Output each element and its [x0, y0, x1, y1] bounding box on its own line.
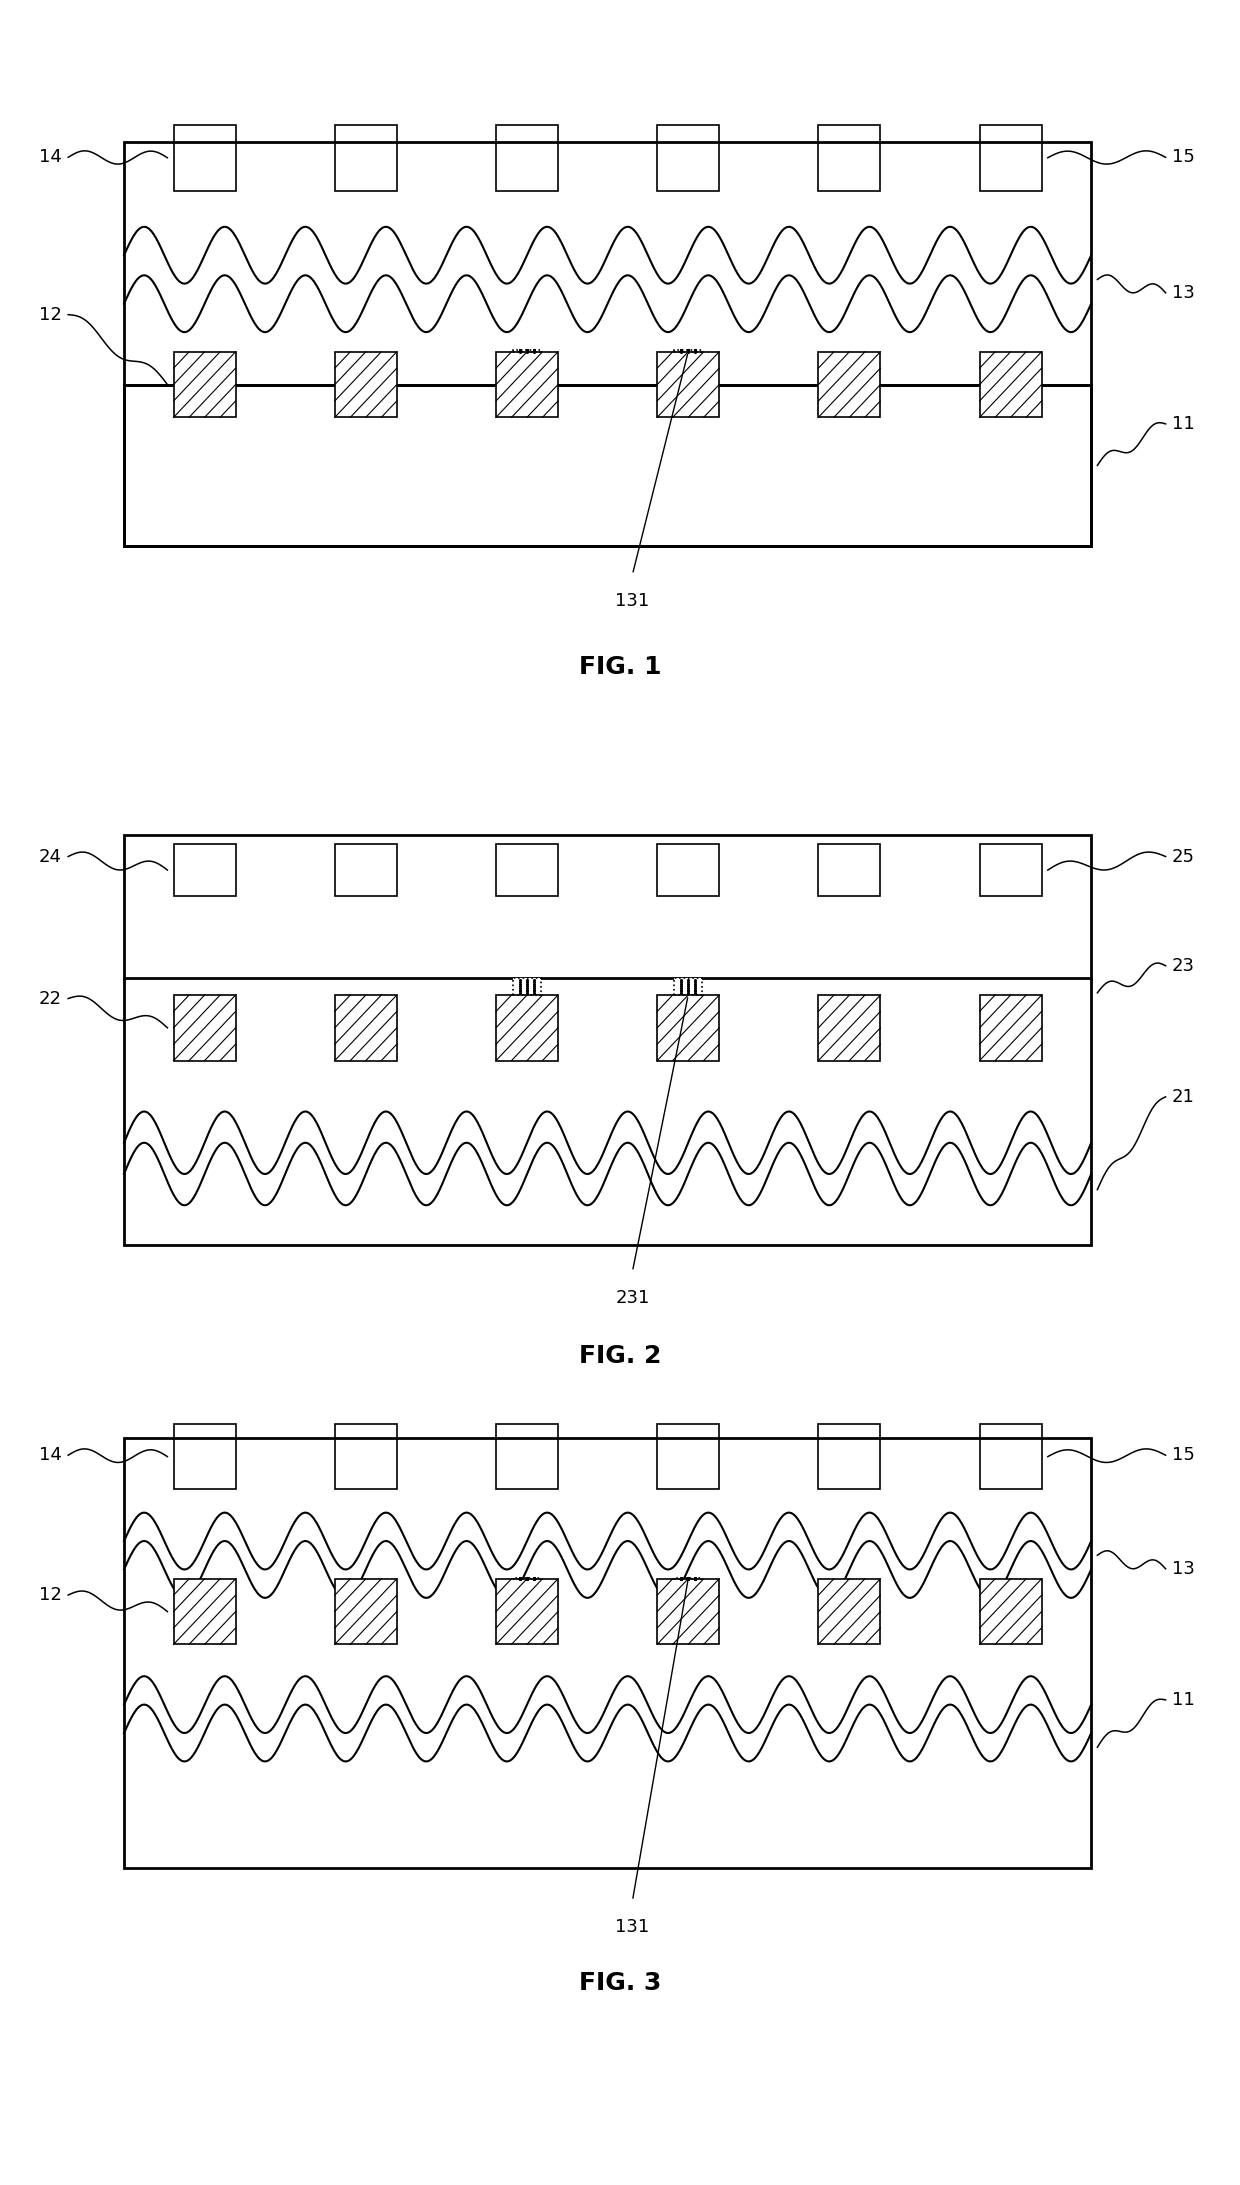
Bar: [174, 125, 236, 190]
Text: 13: 13: [1172, 1560, 1194, 1578]
Text: 131: 131: [615, 1918, 650, 1936]
Bar: [980, 994, 1042, 1060]
Text: FIG. 2: FIG. 2: [579, 1344, 661, 1368]
Bar: [496, 352, 558, 417]
Text: 23: 23: [1172, 957, 1195, 975]
Bar: [335, 352, 397, 417]
Bar: [335, 1580, 397, 1645]
Bar: [657, 1580, 719, 1645]
Bar: [174, 1425, 236, 1490]
Text: 14: 14: [40, 1446, 62, 1464]
Bar: [980, 352, 1042, 417]
Bar: [818, 1580, 880, 1645]
Bar: [513, 979, 541, 994]
Text: 15: 15: [1172, 1446, 1194, 1464]
Bar: [496, 125, 558, 190]
Bar: [496, 1580, 558, 1645]
Bar: [980, 1425, 1042, 1490]
Bar: [818, 125, 880, 190]
Bar: [675, 979, 702, 994]
Bar: [174, 352, 236, 417]
Bar: [657, 843, 719, 896]
Bar: [657, 994, 719, 1060]
Bar: [174, 994, 236, 1060]
Bar: [657, 352, 719, 417]
Bar: [496, 1425, 558, 1490]
Bar: [980, 1580, 1042, 1645]
Bar: [657, 352, 719, 417]
Text: 24: 24: [38, 848, 62, 865]
Bar: [980, 1580, 1042, 1645]
Bar: [335, 994, 397, 1060]
Bar: [174, 1580, 236, 1645]
Text: 13: 13: [1172, 284, 1194, 302]
Bar: [818, 994, 880, 1060]
Text: FIG. 3: FIG. 3: [579, 1971, 661, 1995]
Text: 231: 231: [615, 1289, 650, 1307]
Bar: [174, 843, 236, 896]
Bar: [980, 352, 1042, 417]
Bar: [657, 1425, 719, 1490]
Bar: [980, 125, 1042, 190]
Bar: [124, 835, 1091, 1245]
Text: 25: 25: [1172, 848, 1195, 865]
Bar: [496, 352, 558, 417]
Text: 22: 22: [38, 990, 62, 1007]
Bar: [124, 385, 1091, 546]
Bar: [335, 1580, 397, 1645]
Bar: [496, 994, 558, 1060]
Bar: [496, 994, 558, 1060]
Bar: [174, 994, 236, 1060]
Bar: [818, 994, 880, 1060]
Bar: [496, 843, 558, 896]
Text: 15: 15: [1172, 149, 1194, 166]
Text: 11: 11: [1172, 1691, 1194, 1709]
Bar: [657, 994, 719, 1060]
Bar: [174, 352, 236, 417]
Bar: [818, 1580, 880, 1645]
Bar: [818, 352, 880, 417]
Bar: [124, 142, 1091, 546]
Bar: [657, 125, 719, 190]
Bar: [675, 979, 702, 994]
Text: 11: 11: [1172, 415, 1194, 433]
Text: 12: 12: [40, 306, 62, 323]
Bar: [174, 1580, 236, 1645]
Text: 131: 131: [615, 592, 650, 610]
Bar: [657, 1580, 719, 1645]
Bar: [980, 994, 1042, 1060]
Bar: [335, 843, 397, 896]
Bar: [335, 125, 397, 190]
Bar: [335, 352, 397, 417]
Text: 21: 21: [1172, 1088, 1194, 1106]
Bar: [818, 843, 880, 896]
Bar: [335, 1425, 397, 1490]
Bar: [124, 1438, 1091, 1868]
Text: 14: 14: [40, 149, 62, 166]
Text: FIG. 1: FIG. 1: [579, 656, 661, 680]
Text: 12: 12: [40, 1586, 62, 1604]
Bar: [496, 1580, 558, 1645]
Bar: [980, 843, 1042, 896]
Bar: [818, 1425, 880, 1490]
Bar: [513, 979, 541, 994]
Bar: [818, 352, 880, 417]
Bar: [335, 994, 397, 1060]
